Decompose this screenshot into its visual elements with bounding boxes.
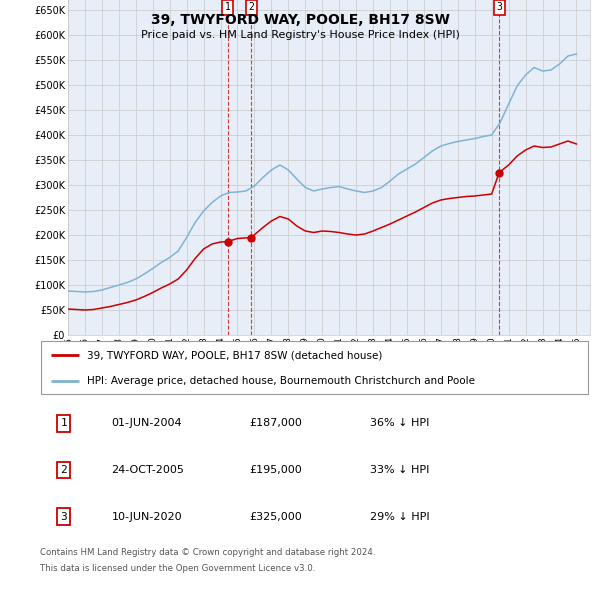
Text: £187,000: £187,000 — [249, 418, 302, 428]
Text: 3: 3 — [60, 512, 67, 522]
Text: This data is licensed under the Open Government Licence v3.0.: This data is licensed under the Open Gov… — [40, 564, 316, 573]
Text: 1: 1 — [60, 418, 67, 428]
Text: 29% ↓ HPI: 29% ↓ HPI — [370, 512, 430, 522]
FancyBboxPatch shape — [41, 341, 589, 394]
Text: 01-JUN-2004: 01-JUN-2004 — [112, 418, 182, 428]
Text: 36% ↓ HPI: 36% ↓ HPI — [370, 418, 430, 428]
Text: 1: 1 — [225, 2, 230, 12]
Text: Contains HM Land Registry data © Crown copyright and database right 2024.: Contains HM Land Registry data © Crown c… — [40, 548, 376, 557]
Text: 2: 2 — [60, 465, 67, 475]
Text: 39, TWYFORD WAY, POOLE, BH17 8SW (detached house): 39, TWYFORD WAY, POOLE, BH17 8SW (detach… — [87, 350, 382, 360]
Text: 39, TWYFORD WAY, POOLE, BH17 8SW: 39, TWYFORD WAY, POOLE, BH17 8SW — [151, 13, 449, 27]
Text: 2: 2 — [248, 2, 254, 12]
Text: 3: 3 — [496, 2, 502, 12]
Text: 10-JUN-2020: 10-JUN-2020 — [112, 512, 182, 522]
Text: HPI: Average price, detached house, Bournemouth Christchurch and Poole: HPI: Average price, detached house, Bour… — [87, 376, 475, 386]
Text: Price paid vs. HM Land Registry's House Price Index (HPI): Price paid vs. HM Land Registry's House … — [140, 30, 460, 40]
Text: 33% ↓ HPI: 33% ↓ HPI — [370, 465, 430, 475]
Text: £325,000: £325,000 — [249, 512, 302, 522]
Text: £195,000: £195,000 — [249, 465, 302, 475]
Text: 24-OCT-2005: 24-OCT-2005 — [112, 465, 184, 475]
